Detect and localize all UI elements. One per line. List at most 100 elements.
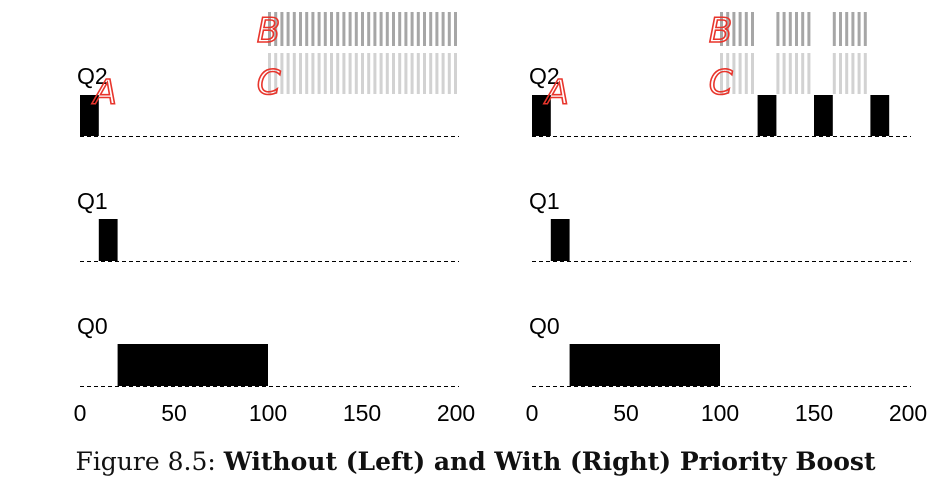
job-c-slice <box>410 53 414 94</box>
job-a-block <box>870 95 890 136</box>
job-c-slice <box>292 53 296 94</box>
handwritten-c: C <box>257 63 281 103</box>
job-c-slice <box>441 53 445 94</box>
job-c-slice <box>398 53 402 94</box>
handwritten-b: B <box>709 11 732 51</box>
job-b-slice <box>863 12 867 46</box>
job-c-slice <box>857 53 861 94</box>
job-b-slice <box>744 12 748 46</box>
job-b-slice <box>807 12 811 46</box>
job-b-slice <box>373 12 377 46</box>
job-b-slice <box>447 12 451 46</box>
job-c-slice <box>299 53 302 94</box>
job-b-slice <box>857 12 861 46</box>
job-c-slice <box>373 53 377 94</box>
job-b-slice <box>280 12 284 46</box>
job-b-slice <box>274 12 278 46</box>
job-c-slice <box>348 53 352 94</box>
caption-title: Without (Left) and With (Right) Priority… <box>223 447 876 476</box>
job-b-slice <box>851 12 855 46</box>
x-tick-label: 200 <box>889 400 927 426</box>
job-c-slice <box>720 53 723 94</box>
job-c-slice <box>317 53 321 94</box>
job-c-slice <box>385 53 389 94</box>
job-b-slice <box>738 12 742 46</box>
handwritten-c: C <box>709 63 733 103</box>
job-c-slice <box>832 53 836 94</box>
job-c-slice <box>286 53 290 94</box>
x-tick-label: 50 <box>613 400 639 426</box>
job-c-slice <box>367 53 371 94</box>
job-c-slice <box>863 53 867 94</box>
x-tick-label: 100 <box>249 400 287 426</box>
handwritten-a: A <box>92 73 117 113</box>
job-b-slice <box>782 12 786 46</box>
job-b-slice <box>832 12 836 46</box>
job-c-slice <box>323 53 327 94</box>
job-b-slice <box>441 12 445 46</box>
job-b-slice <box>732 12 736 46</box>
job-c-slice <box>795 53 798 94</box>
job-c-slice <box>435 53 439 94</box>
job-c-slice <box>801 53 805 94</box>
job-b-slice <box>336 12 340 46</box>
job-c-slice <box>845 53 849 94</box>
x-tick-label: 0 <box>526 400 539 426</box>
job-a-block <box>569 344 720 386</box>
job-b-slice <box>423 12 426 46</box>
job-a-block <box>532 95 551 136</box>
queue-label-q1: Q1 <box>77 188 108 214</box>
job-b-slice <box>323 12 327 46</box>
job-c-slice <box>744 53 748 94</box>
job-c-slice <box>807 53 811 94</box>
job-a-block <box>757 95 777 136</box>
job-c-slice <box>361 53 364 94</box>
job-c-slice <box>788 53 792 94</box>
x-tick-label: 0 <box>74 400 87 426</box>
job-c-slice <box>305 53 309 94</box>
x-tick-label: 100 <box>701 400 739 426</box>
job-b-slice <box>398 12 402 46</box>
job-c-slice <box>839 53 842 94</box>
job-b-slice <box>751 12 754 46</box>
figure-caption: Figure 8.5: Without (Left) and With (Rig… <box>0 447 951 476</box>
job-b-slice <box>839 12 842 46</box>
job-b-slice <box>361 12 364 46</box>
x-tick-label: 150 <box>795 400 833 426</box>
job-c-slice <box>726 53 730 94</box>
job-b-slice <box>720 12 723 46</box>
job-b-slice <box>454 12 457 46</box>
job-c-slice <box>429 53 433 94</box>
x-tick-label: 150 <box>343 400 381 426</box>
job-c-slice <box>274 53 278 94</box>
queue-label-q2: Q2 <box>529 63 560 89</box>
job-b-slice <box>404 12 408 46</box>
job-b-slice <box>311 12 315 46</box>
job-a-block <box>550 219 570 261</box>
job-b-slice <box>845 12 849 46</box>
job-c-slice <box>416 53 420 94</box>
job-b-slice <box>354 12 358 46</box>
job-c-slice <box>336 53 340 94</box>
x-tick-label: 50 <box>161 400 187 426</box>
job-b-slice <box>392 12 395 46</box>
job-c-slice <box>280 53 284 94</box>
job-c-slice <box>738 53 742 94</box>
job-c-slice <box>851 53 855 94</box>
job-b-slice <box>795 12 798 46</box>
job-c-slice <box>776 53 780 94</box>
job-b-slice <box>726 12 730 46</box>
queue-label-q1: Q1 <box>529 188 560 214</box>
job-b-slice <box>367 12 371 46</box>
queue-label-q2: Q2 <box>77 63 108 89</box>
job-c-slice <box>311 53 315 94</box>
job-b-slice <box>330 12 333 46</box>
job-c-slice <box>268 53 271 94</box>
job-b-slice <box>776 12 780 46</box>
job-b-slice <box>416 12 420 46</box>
job-c-slice <box>423 53 426 94</box>
job-c-slice <box>330 53 333 94</box>
job-c-slice <box>447 53 451 94</box>
job-b-slice <box>435 12 439 46</box>
